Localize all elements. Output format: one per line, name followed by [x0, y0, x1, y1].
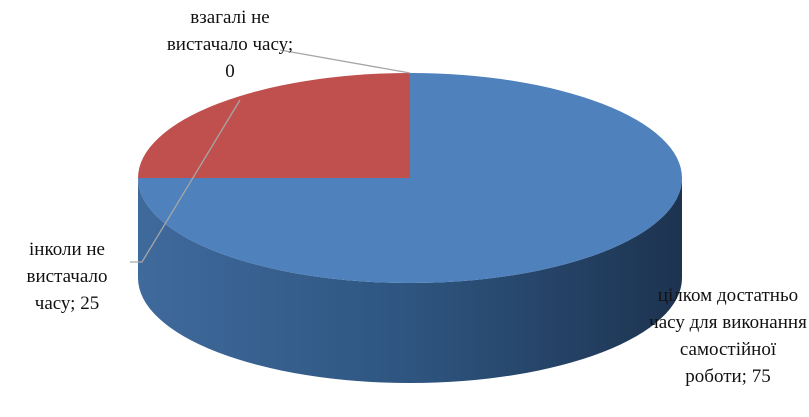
data-label: цілком достатньо часу для виконання само… — [649, 285, 807, 387]
data-label: інколи не вистачало часу; 25 — [26, 239, 108, 314]
slice — [138, 73, 410, 178]
leader-line — [279, 49, 411, 74]
slice-side — [138, 178, 682, 383]
leader-line — [130, 99, 241, 263]
data-label: взагалі не вистачало часу; 0 — [166, 7, 294, 82]
